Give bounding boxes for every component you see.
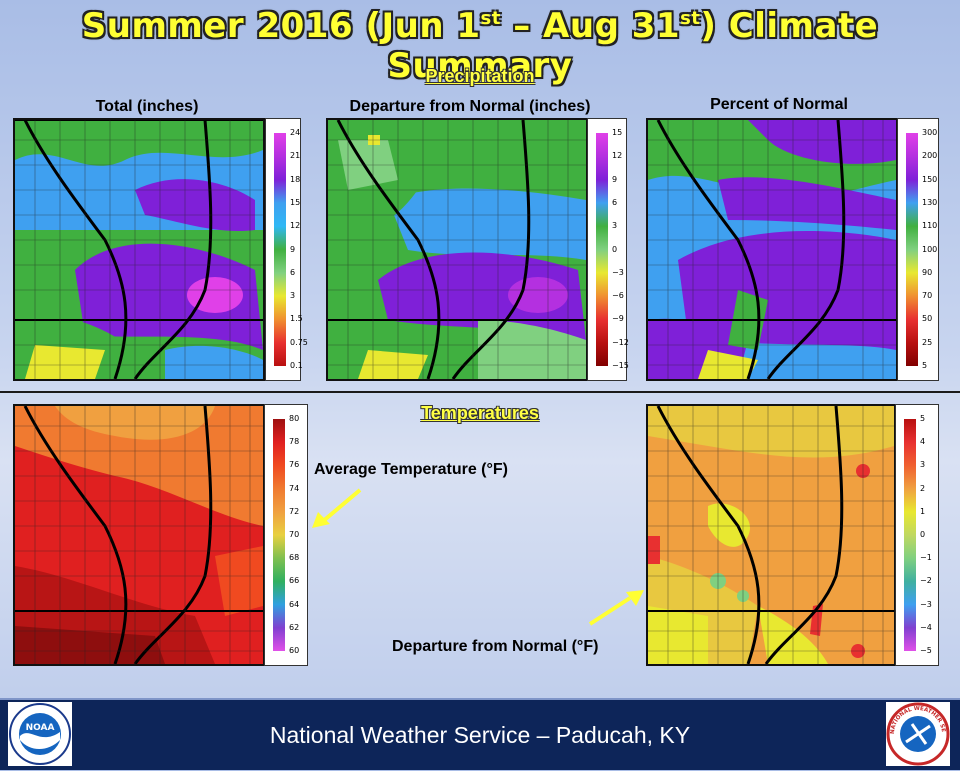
legend-tick-label: 0.75 <box>290 337 308 347</box>
legend-tick-label: 9 <box>290 244 296 254</box>
arrow-icon <box>312 488 362 528</box>
section-temperatures: Temperatures <box>421 403 539 423</box>
legend-tick-label: 100 <box>922 244 938 254</box>
legend-precip-departure: 15 12 9 6 3 0 −3 −6 −9 −12 −15 <box>587 118 629 381</box>
page-title: Summer 2016 (Jun 1st – Aug 31st) Climate… <box>81 6 879 86</box>
legend-tick-label: 60 <box>289 646 300 655</box>
legend-tick-label: 80 <box>289 414 300 423</box>
legend-tick-label: 12 <box>612 151 623 161</box>
legend-tick-label: 21 <box>290 151 301 161</box>
legend-tick-label: −15 <box>612 361 629 370</box>
legend-tick-label: 70 <box>289 530 300 539</box>
legend-tick-label: 12 <box>290 221 301 231</box>
legend-tick-label: 9 <box>612 174 618 184</box>
legend-tick-label: −3 <box>920 599 932 609</box>
legend-tick-label: 62 <box>289 622 300 632</box>
legend-tick-label: 24 <box>290 128 301 137</box>
legend-tick-label: 1.5 <box>290 314 303 324</box>
legend-colorbar <box>274 133 286 366</box>
legend-tick-label: 1 <box>920 506 926 516</box>
legend-colorbar <box>273 419 285 651</box>
nws-logo: NATIONAL WEATHER SERVICE <box>884 698 950 766</box>
legend-tick-label: 6 <box>612 197 618 207</box>
map-precip-total <box>13 118 265 381</box>
legend-tick-label: 0 <box>920 530 926 539</box>
legend-tick-label: 200 <box>922 151 938 161</box>
legend-tick-label: 70 <box>922 291 933 301</box>
panel-label-total: Total (inches) <box>95 98 199 115</box>
legend-tick-label: 15 <box>612 128 623 137</box>
legend-tick-label: −3 <box>612 267 624 277</box>
legend-colorbar <box>904 419 916 651</box>
map-precip-percent <box>646 118 898 381</box>
legend-colorbar <box>596 133 608 366</box>
section-divider <box>0 391 960 393</box>
legend-tick-label: −5 <box>920 646 932 655</box>
legend-tick-label: −1 <box>920 553 932 563</box>
legend-precip-percent: 300 200 150 130 110 100 90 70 50 25 5 <box>897 118 939 381</box>
map-precip-departure <box>326 118 588 381</box>
noaa-logo: NOAA <box>8 702 72 766</box>
panel-label-departure-precip: Departure from Normal (inches) <box>349 98 591 115</box>
legend-tick-label: 76 <box>289 460 300 470</box>
legend-tick-label: 50 <box>922 314 933 324</box>
legend-tick-label: 3 <box>612 221 618 231</box>
legend-tick-label: −4 <box>920 622 932 632</box>
legend-tick-label: 3 <box>920 460 926 470</box>
legend-colorbar <box>906 133 918 366</box>
legend-tick-label: −9 <box>612 314 624 324</box>
arrow-icon <box>588 590 644 626</box>
legend-tick-label: 300 <box>922 128 938 137</box>
legend-tick-label: 18 <box>290 174 301 184</box>
legend-tick-label: 66 <box>289 576 300 586</box>
legend-tick-label: 68 <box>289 553 300 563</box>
legend-tick-label: 74 <box>289 483 300 493</box>
panel-label-percent: Percent of Normal <box>710 96 848 113</box>
legend-tick-label: 3 <box>290 291 296 301</box>
legend-tick-label: 90 <box>922 267 933 277</box>
callout-temperature-departure: Departure from Normal (°F) <box>392 638 599 655</box>
legend-tick-label: 15 <box>290 197 301 207</box>
legend-tick-label: −6 <box>612 291 624 301</box>
map-temperature-departure <box>646 404 896 666</box>
callout-avg-temperature: Average Temperature (°F) <box>314 461 509 478</box>
legend-tick-label: 2 <box>920 483 926 493</box>
svg-text:NOAA: NOAA <box>26 723 55 733</box>
legend-tick-label: 72 <box>289 506 300 516</box>
legend-tick-label: 110 <box>922 221 938 231</box>
legend-tick-label: 4 <box>920 437 926 447</box>
legend-tick-label: 6 <box>290 267 296 277</box>
legend-tick-label: 130 <box>922 197 938 207</box>
section-precipitation: Precipitation <box>425 66 535 86</box>
legend-tick-label: 78 <box>289 437 300 447</box>
legend-tick-label: 64 <box>289 599 300 609</box>
legend-avg-temperature: 80 78 76 74 72 70 68 66 64 62 60 <box>264 404 308 666</box>
footer-bar: NOAA National Weather Service – Paducah,… <box>0 698 960 770</box>
legend-temperature-departure: 5 4 3 2 1 0 −1 −2 −3 −4 −5 <box>895 404 939 666</box>
legend-tick-label: −2 <box>920 576 932 586</box>
legend-precip-total: 24 21 18 15 12 9 6 3 1.5 0.75 0.1 <box>265 118 308 381</box>
legend-tick-label: −12 <box>612 337 629 347</box>
legend-tick-label: 150 <box>922 174 938 184</box>
legend-tick-label: 0.1 <box>290 361 303 370</box>
legend-tick-label: 25 <box>922 337 933 347</box>
map-avg-temperature <box>13 404 265 666</box>
legend-tick-label: 0 <box>612 244 618 254</box>
legend-tick-label: 5 <box>920 414 926 423</box>
footer-text: National Weather Service – Paducah, KY <box>269 722 691 748</box>
legend-tick-label: 5 <box>922 361 928 370</box>
